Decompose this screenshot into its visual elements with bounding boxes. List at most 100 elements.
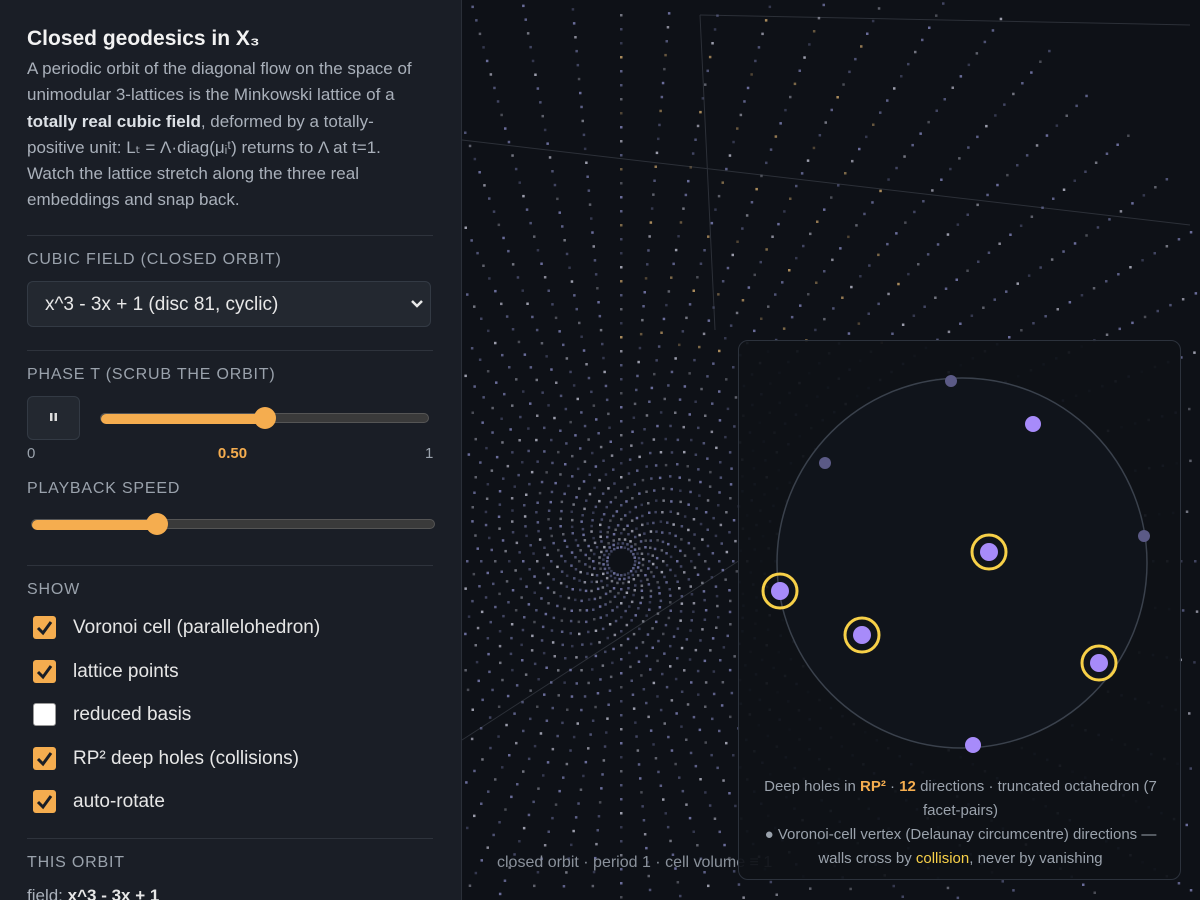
lattice-point <box>471 5 474 9</box>
lattice-point <box>616 573 619 576</box>
lattice-point <box>620 714 623 717</box>
lattice-point <box>1188 712 1191 715</box>
slider-value: 0.50 <box>217 445 248 462</box>
checkbox-label[interactable]: auto-rotate <box>73 791 165 813</box>
lattice-point <box>602 572 605 576</box>
lattice-point <box>591 668 594 671</box>
lattice-point <box>583 507 586 511</box>
lattice-point <box>592 511 595 514</box>
lattice-point <box>567 857 571 860</box>
lattice-point <box>923 305 926 308</box>
lattice-point <box>655 530 658 533</box>
checkbox[interactable] <box>33 746 56 770</box>
lattice-point <box>655 566 658 569</box>
lattice-point <box>976 135 979 139</box>
lattice-point <box>564 463 567 466</box>
lattice-point <box>524 525 527 528</box>
lattice-point <box>488 716 492 719</box>
lattice-point <box>566 708 569 711</box>
lattice-point <box>686 703 690 706</box>
lattice-point <box>557 669 560 672</box>
lattice-point <box>732 140 735 144</box>
lattice-point <box>675 712 678 715</box>
lattice-point <box>680 690 684 693</box>
lattice-point <box>569 619 573 623</box>
lattice-point <box>620 70 623 73</box>
text: ● Voronoi-cell vertex (Delaunay circumce… <box>764 826 1157 867</box>
lattice-point <box>650 207 654 210</box>
lattice-point <box>599 445 603 449</box>
slider-thumb[interactable] <box>253 407 276 429</box>
checkbox-label[interactable]: reduced basis <box>73 704 192 726</box>
lattice-point <box>630 545 633 548</box>
lattice-point <box>592 608 595 611</box>
lattice-point <box>699 262 703 265</box>
lattice-point <box>648 560 651 563</box>
lattice-point <box>733 425 736 428</box>
lattice-point <box>661 540 665 544</box>
lattice-point <box>704 511 708 514</box>
lattice-point <box>625 591 629 594</box>
checkbox[interactable] <box>33 703 56 727</box>
lattice-point <box>871 201 874 204</box>
lattice-point <box>531 59 535 63</box>
lattice-point <box>718 830 721 834</box>
lattice-point <box>1189 231 1193 234</box>
highlight: 12 <box>899 778 916 795</box>
slider-thumb[interactable] <box>146 513 168 535</box>
lattice-point <box>612 543 615 547</box>
lattice-point <box>494 560 497 563</box>
lattice-point <box>701 97 705 100</box>
lattice-point <box>629 550 633 553</box>
lattice-point <box>722 646 726 649</box>
lattice-point <box>623 573 627 576</box>
lattice-point <box>515 741 518 745</box>
lattice-point <box>626 637 630 641</box>
checkbox-label[interactable]: Voronoi cell (parallelohedron) <box>73 617 321 638</box>
lattice-point <box>637 660 641 663</box>
lattice-point <box>712 692 716 696</box>
lattice-point <box>654 165 657 168</box>
lattice-point <box>561 225 564 228</box>
lattice-point <box>812 146 816 150</box>
lattice-point <box>699 639 702 642</box>
lattice-point <box>501 539 505 542</box>
lattice-point <box>654 757 658 760</box>
speed-slider[interactable] <box>31 519 435 530</box>
lattice-point <box>478 171 481 174</box>
lattice-point <box>543 450 546 453</box>
lattice-point <box>620 784 623 787</box>
lattice-point <box>936 243 940 246</box>
lattice-point <box>658 606 662 609</box>
lattice-point <box>513 712 516 715</box>
lattice-point <box>481 421 484 424</box>
lattice-point <box>620 868 623 871</box>
checkbox[interactable] <box>33 790 56 814</box>
lattice-point <box>630 600 634 604</box>
pause-button[interactable] <box>27 396 80 440</box>
lattice-point <box>711 42 714 45</box>
lattice-point <box>620 630 623 633</box>
field-select[interactable]: x^3 - 3x + 1 (disc 81, cyclic) <box>27 281 431 327</box>
lattice-point <box>694 764 698 768</box>
checkbox-label[interactable]: RP² deep holes (collisions) <box>73 747 299 769</box>
lattice-point <box>1181 298 1185 301</box>
checkbox[interactable] <box>33 659 56 683</box>
checkbox[interactable] <box>33 616 56 639</box>
lattice-point <box>500 417 503 420</box>
lattice-point <box>606 560 609 563</box>
lattice-point <box>603 567 607 571</box>
lattice-point <box>688 658 692 661</box>
lattice-point <box>620 616 623 619</box>
lattice-point <box>765 248 768 251</box>
lattice-point <box>824 121 827 124</box>
lattice-point <box>679 549 682 553</box>
lattice-point <box>687 541 691 545</box>
lattice-point <box>546 586 550 590</box>
lattice-point <box>599 328 603 332</box>
lattice-point <box>812 30 816 33</box>
checkbox-label[interactable]: lattice points <box>73 660 179 682</box>
lattice-point <box>912 314 916 317</box>
lattice-point <box>545 471 548 474</box>
lattice-point <box>518 439 521 442</box>
